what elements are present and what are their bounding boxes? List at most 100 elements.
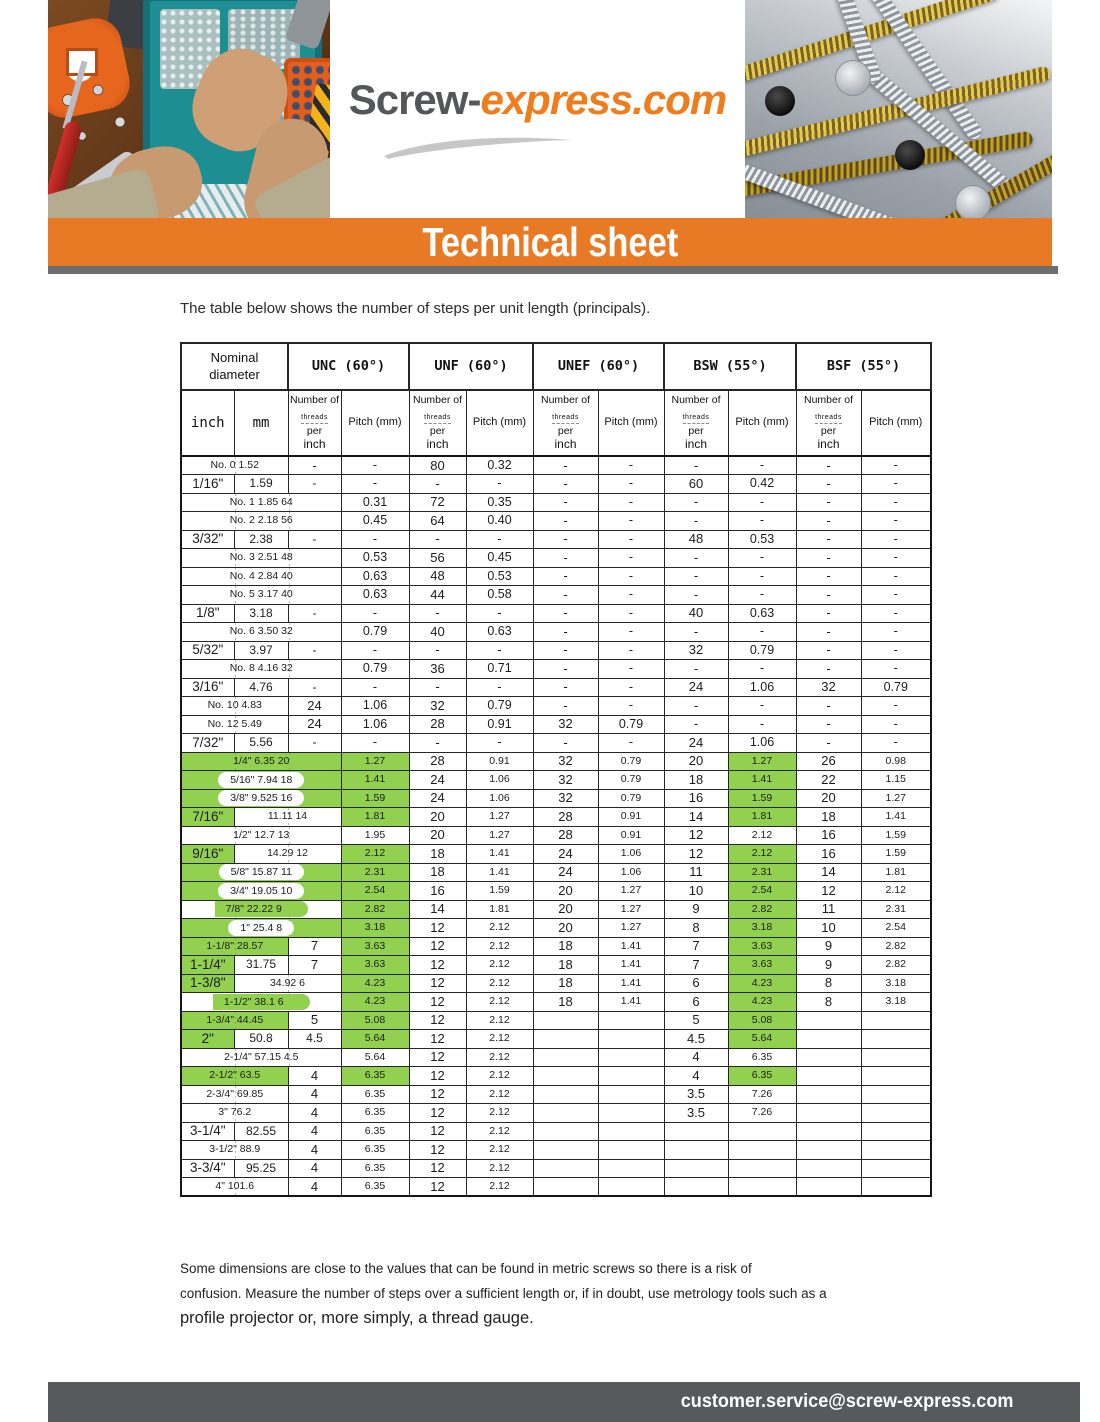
value-cell: 2.31 [727,862,797,882]
value-cell [727,1177,797,1197]
value-cell: 3.63 [340,955,410,975]
value-cell: - [532,696,599,716]
value-cell: 12 [408,1177,467,1197]
value-cell: 2.12 [465,1121,534,1141]
value-cell: 2.12 [465,1158,534,1178]
column-header-pitch: Pitch (mm) [465,389,534,457]
value-cell: 2.12 [727,844,797,864]
column-header-threads-per-inch: Number of threads per inch [663,389,729,457]
column-group-header: UNEF (60°) [532,342,665,391]
value-cell: 2.12 [465,1103,534,1123]
value-cell: 1.59 [727,788,797,808]
diameter-cell: 3-1/2" 88.9 [180,1140,289,1160]
value-cell: 24 [408,788,467,808]
diameter-cell: 14.29 12 [233,844,342,864]
value-cell: 16 [408,881,467,901]
value-cell: 12 [408,936,467,956]
value-cell: 32 [795,677,862,697]
value-cell: 11 [795,899,862,919]
value-cell: 0.63 [727,603,797,623]
value-cell: - [465,733,534,753]
value-cell: 1.41 [465,844,534,864]
value-cell: - [465,529,534,549]
value-cell [663,1121,729,1141]
value-cell [532,1103,599,1123]
value-cell: - [860,548,932,568]
value-cell: 14 [795,862,862,882]
value-cell: - [727,659,797,679]
value-cell: 0.91 [465,751,534,771]
value-cell: 3.18 [860,973,932,993]
diameter-cell: 3/8" 9.525 16 [180,788,342,808]
value-cell: - [795,492,862,512]
value-cell: 12 [408,1010,467,1030]
diameter-cell: 34.92 6 [233,973,342,993]
diameter-cell: 5/16" 7.94 18 [180,770,342,790]
value-cell: 9 [795,955,862,975]
note-line: Some dimensions are close to the values … [180,1261,752,1276]
value-cell: 1.59 [340,788,410,808]
value-cell: 5.08 [727,1010,797,1030]
value-cell: 2.12 [465,1177,534,1197]
value-cell: 2.12 [465,936,534,956]
diameter-cell: 5/8" 15.87 11 [180,862,342,882]
value-cell: 2.54 [340,881,410,901]
value-cell: 20 [408,807,467,827]
value-cell: 0.79 [597,714,665,734]
column-group-header: BSW (55°) [663,342,797,391]
footer-email: customer.service@screw-express.com [680,1391,1014,1412]
value-cell [860,1010,932,1030]
value-cell: 1.06 [340,696,410,716]
table-row: 4" 101.6 4 6.35 12 2.12 [180,1177,932,1197]
diameter-cell: 3/16" [180,677,235,697]
diameter-cell: 3.97 [233,640,289,660]
value-cell [795,1177,862,1197]
value-cell: 2.12 [465,918,534,938]
value-cell: 3.5 [663,1084,729,1104]
value-cell [663,1177,729,1197]
value-cell: 1.27 [727,751,797,771]
note-line: confusion. Measure the number of steps o… [180,1286,827,1301]
column-header-pitch: Pitch (mm) [340,389,410,457]
value-cell: 6.35 [340,1084,410,1104]
diameter-cell: No. 5 3.17 40 [180,585,342,605]
value-cell: 5 [663,1010,729,1030]
value-cell: 1.59 [860,844,932,864]
table-row: 2-1/2" 63.5 4 6.35 12 2.12 4 6.35 [180,1066,932,1086]
value-cell [860,1084,932,1104]
value-cell [597,1103,665,1123]
value-cell: 2.31 [860,899,932,919]
value-cell: 1.15 [860,770,932,790]
value-cell: 20 [663,751,729,771]
value-cell: - [795,585,862,605]
value-cell: - [727,548,797,568]
value-cell: 11 [663,862,729,882]
value-cell: 36 [408,659,467,679]
column-header-inch: inch [180,389,235,457]
table-row: 3/8" 9.525 16 1.59 24 1.06 32 0.79 16 1.59 20 1.2… [180,788,932,808]
value-cell: - [340,677,410,697]
value-cell [597,1158,665,1178]
value-cell: 7.26 [727,1103,797,1123]
value-cell: 4.23 [340,973,410,993]
value-cell: 8 [663,918,729,938]
value-cell [597,1066,665,1086]
value-cell: 1.27 [465,807,534,827]
diameter-cell: 4 [287,1140,342,1160]
value-cell: - [663,455,729,475]
value-cell: 2.12 [465,1029,534,1049]
diameter-cell: 1/2" 12.7 13 [180,825,342,845]
value-cell: 1.41 [597,973,665,993]
value-cell: 0.53 [340,548,410,568]
value-cell: 6.35 [340,1066,410,1086]
value-cell [795,1103,862,1123]
value-cell: 6.35 [340,1158,410,1178]
value-cell: 2.54 [727,881,797,901]
value-cell: 1.27 [340,751,410,771]
value-cell: - [532,733,599,753]
value-cell: - [597,696,665,716]
table-row: No. 8 4.16 32 0.79 36 0.71- - - - - - [180,659,932,679]
table-row: No. 5 3.17 40 0.63 44 0.58- - - - - - [180,585,932,605]
value-cell: - [597,492,665,512]
diameter-cell: No. 4 2.84 40 [180,566,342,586]
